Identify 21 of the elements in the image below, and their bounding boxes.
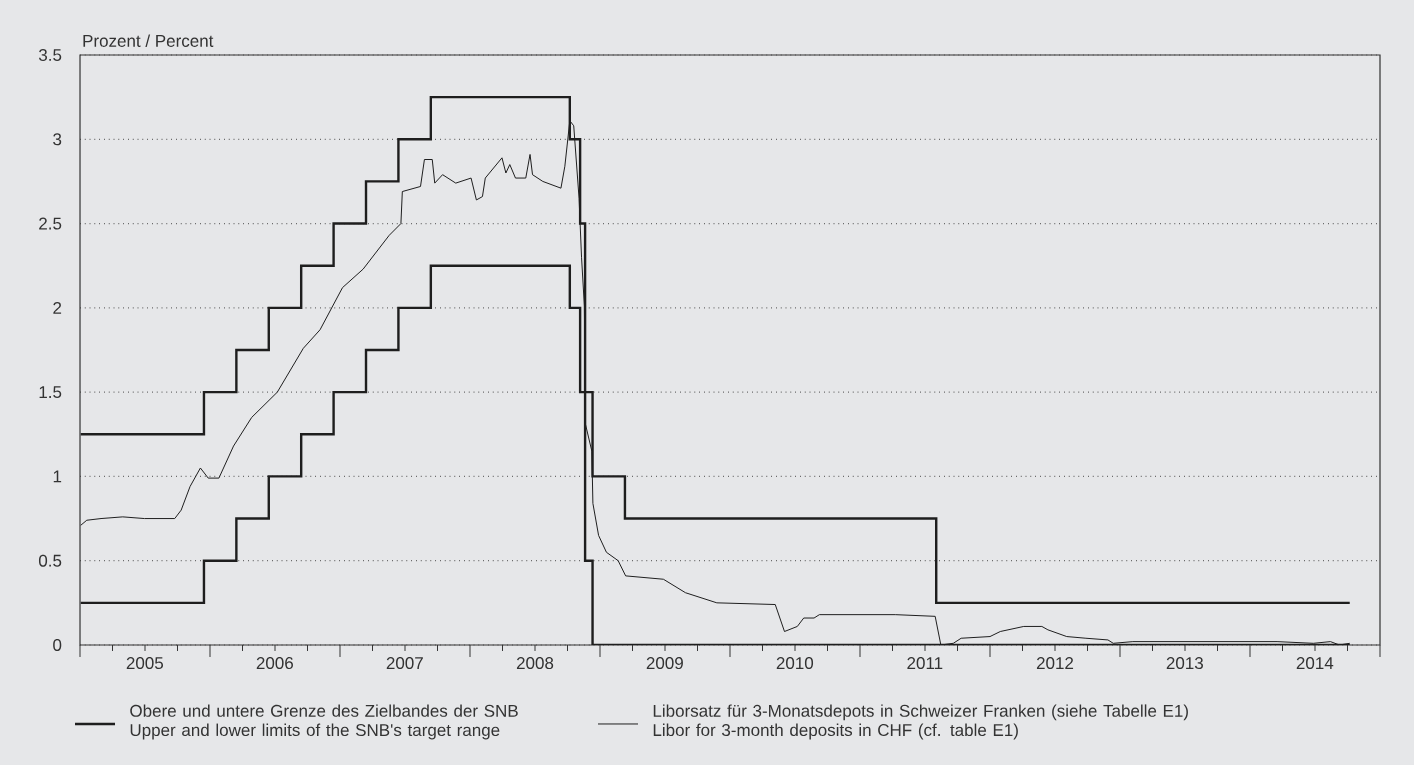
legend-label: Obere und untere Grenze des Zielbandes der SNB Upper and lower limits of the SNB's target range — [130, 704, 518, 740]
x-tick-label: 2008 — [516, 657, 554, 670]
x-tick-label: 2010 — [776, 657, 814, 670]
y-tick-label: 1 — [53, 470, 62, 483]
x-tick-label: 2009 — [646, 657, 683, 670]
x-tick-label: 2007 — [386, 657, 423, 670]
y-tick-label: 3.5 — [38, 48, 62, 61]
x-tick-label: 2005 — [126, 657, 164, 670]
x-tick-label: 2006 — [256, 657, 293, 670]
x-tick-label: 2011 — [907, 657, 943, 670]
y-tick-label: 2 — [53, 301, 62, 314]
y-tick-label: 3 — [53, 133, 62, 146]
y-tick-label: 0 — [53, 638, 62, 651]
x-tick-label: 2012 — [1036, 657, 1074, 670]
y-tick-label: 2.5 — [39, 217, 62, 230]
y-axis-title: Prozent / Percent — [83, 34, 214, 47]
y-tick-label: 0.5 — [38, 554, 62, 567]
x-tick-label: 2014 — [1296, 657, 1334, 670]
y-tick-label: 1.5 — [39, 386, 62, 399]
x-tick-label: 2013 — [1166, 657, 1203, 670]
legend-label: Liborsatz für 3-Monatsdepots in Schweizer Franken (siehe Tabelle E1) Libor for 3-month deposits in CHF (cf. table E1) — [653, 704, 1188, 740]
